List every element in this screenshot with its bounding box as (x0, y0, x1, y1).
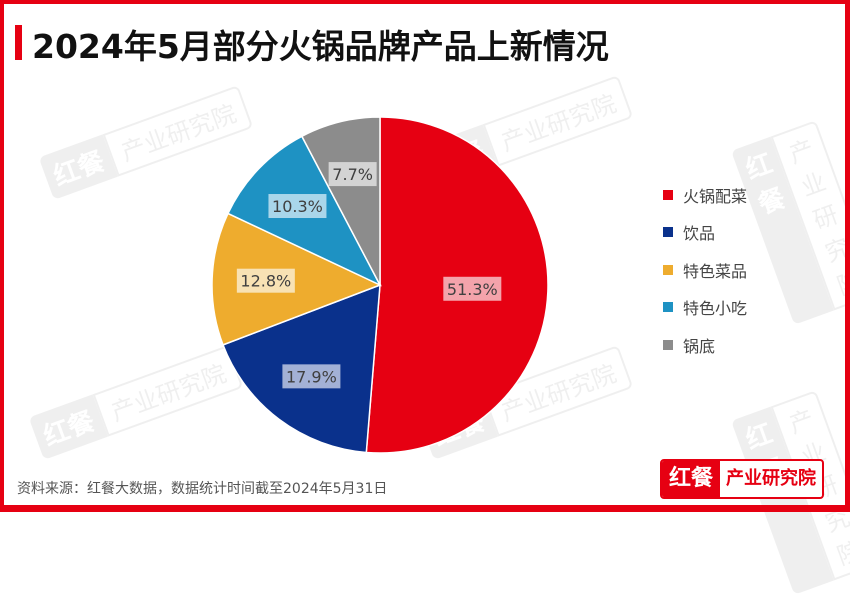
slice-label: 12.8% (240, 272, 291, 291)
legend-item: 特色菜品 (663, 251, 747, 289)
slice-label: 17.9% (286, 367, 337, 386)
legend-swatch-icon (663, 189, 673, 200)
slice-label: 7.7% (332, 165, 373, 184)
legend-swatch-icon (663, 264, 673, 275)
page-title: 2024年5月部分火锅品牌产品上新情况 (32, 27, 609, 66)
legend-item: 锅底 (663, 326, 747, 364)
logo-mark: 红餐 (662, 461, 721, 497)
legend-item: 特色小吃 (663, 289, 747, 327)
pie-labels: 51.3% 17.9% 12.8% 10.3% 7.7% (236, 162, 502, 389)
data-source-note: 资料来源：红餐大数据，数据统计时间截至2024年5月31日 (17, 481, 388, 497)
pie-slices (211, 116, 549, 454)
legend: 火锅配菜 饮品 特色菜品 特色小吃 锅底 (663, 176, 747, 364)
pie-slice-2 (211, 212, 382, 346)
legend-swatch-icon (663, 227, 673, 238)
legend-swatch-icon (663, 339, 673, 350)
slice-label: 51.3% (447, 280, 498, 299)
title-accent-bar (15, 25, 22, 60)
pie-chart: 51.3% 17.9% 12.8% 10.3% 7.7% (211, 116, 549, 454)
pie-slice-4 (300, 116, 381, 286)
brand-logo: 红餐 产业研究院 (660, 459, 825, 499)
legend-swatch-icon (663, 302, 673, 313)
legend-item: 饮品 (663, 214, 747, 252)
legend-item: 火锅配菜 (663, 176, 747, 214)
logo-text: 产业研究院 (726, 468, 817, 489)
slice-label: 10.3% (272, 197, 323, 216)
